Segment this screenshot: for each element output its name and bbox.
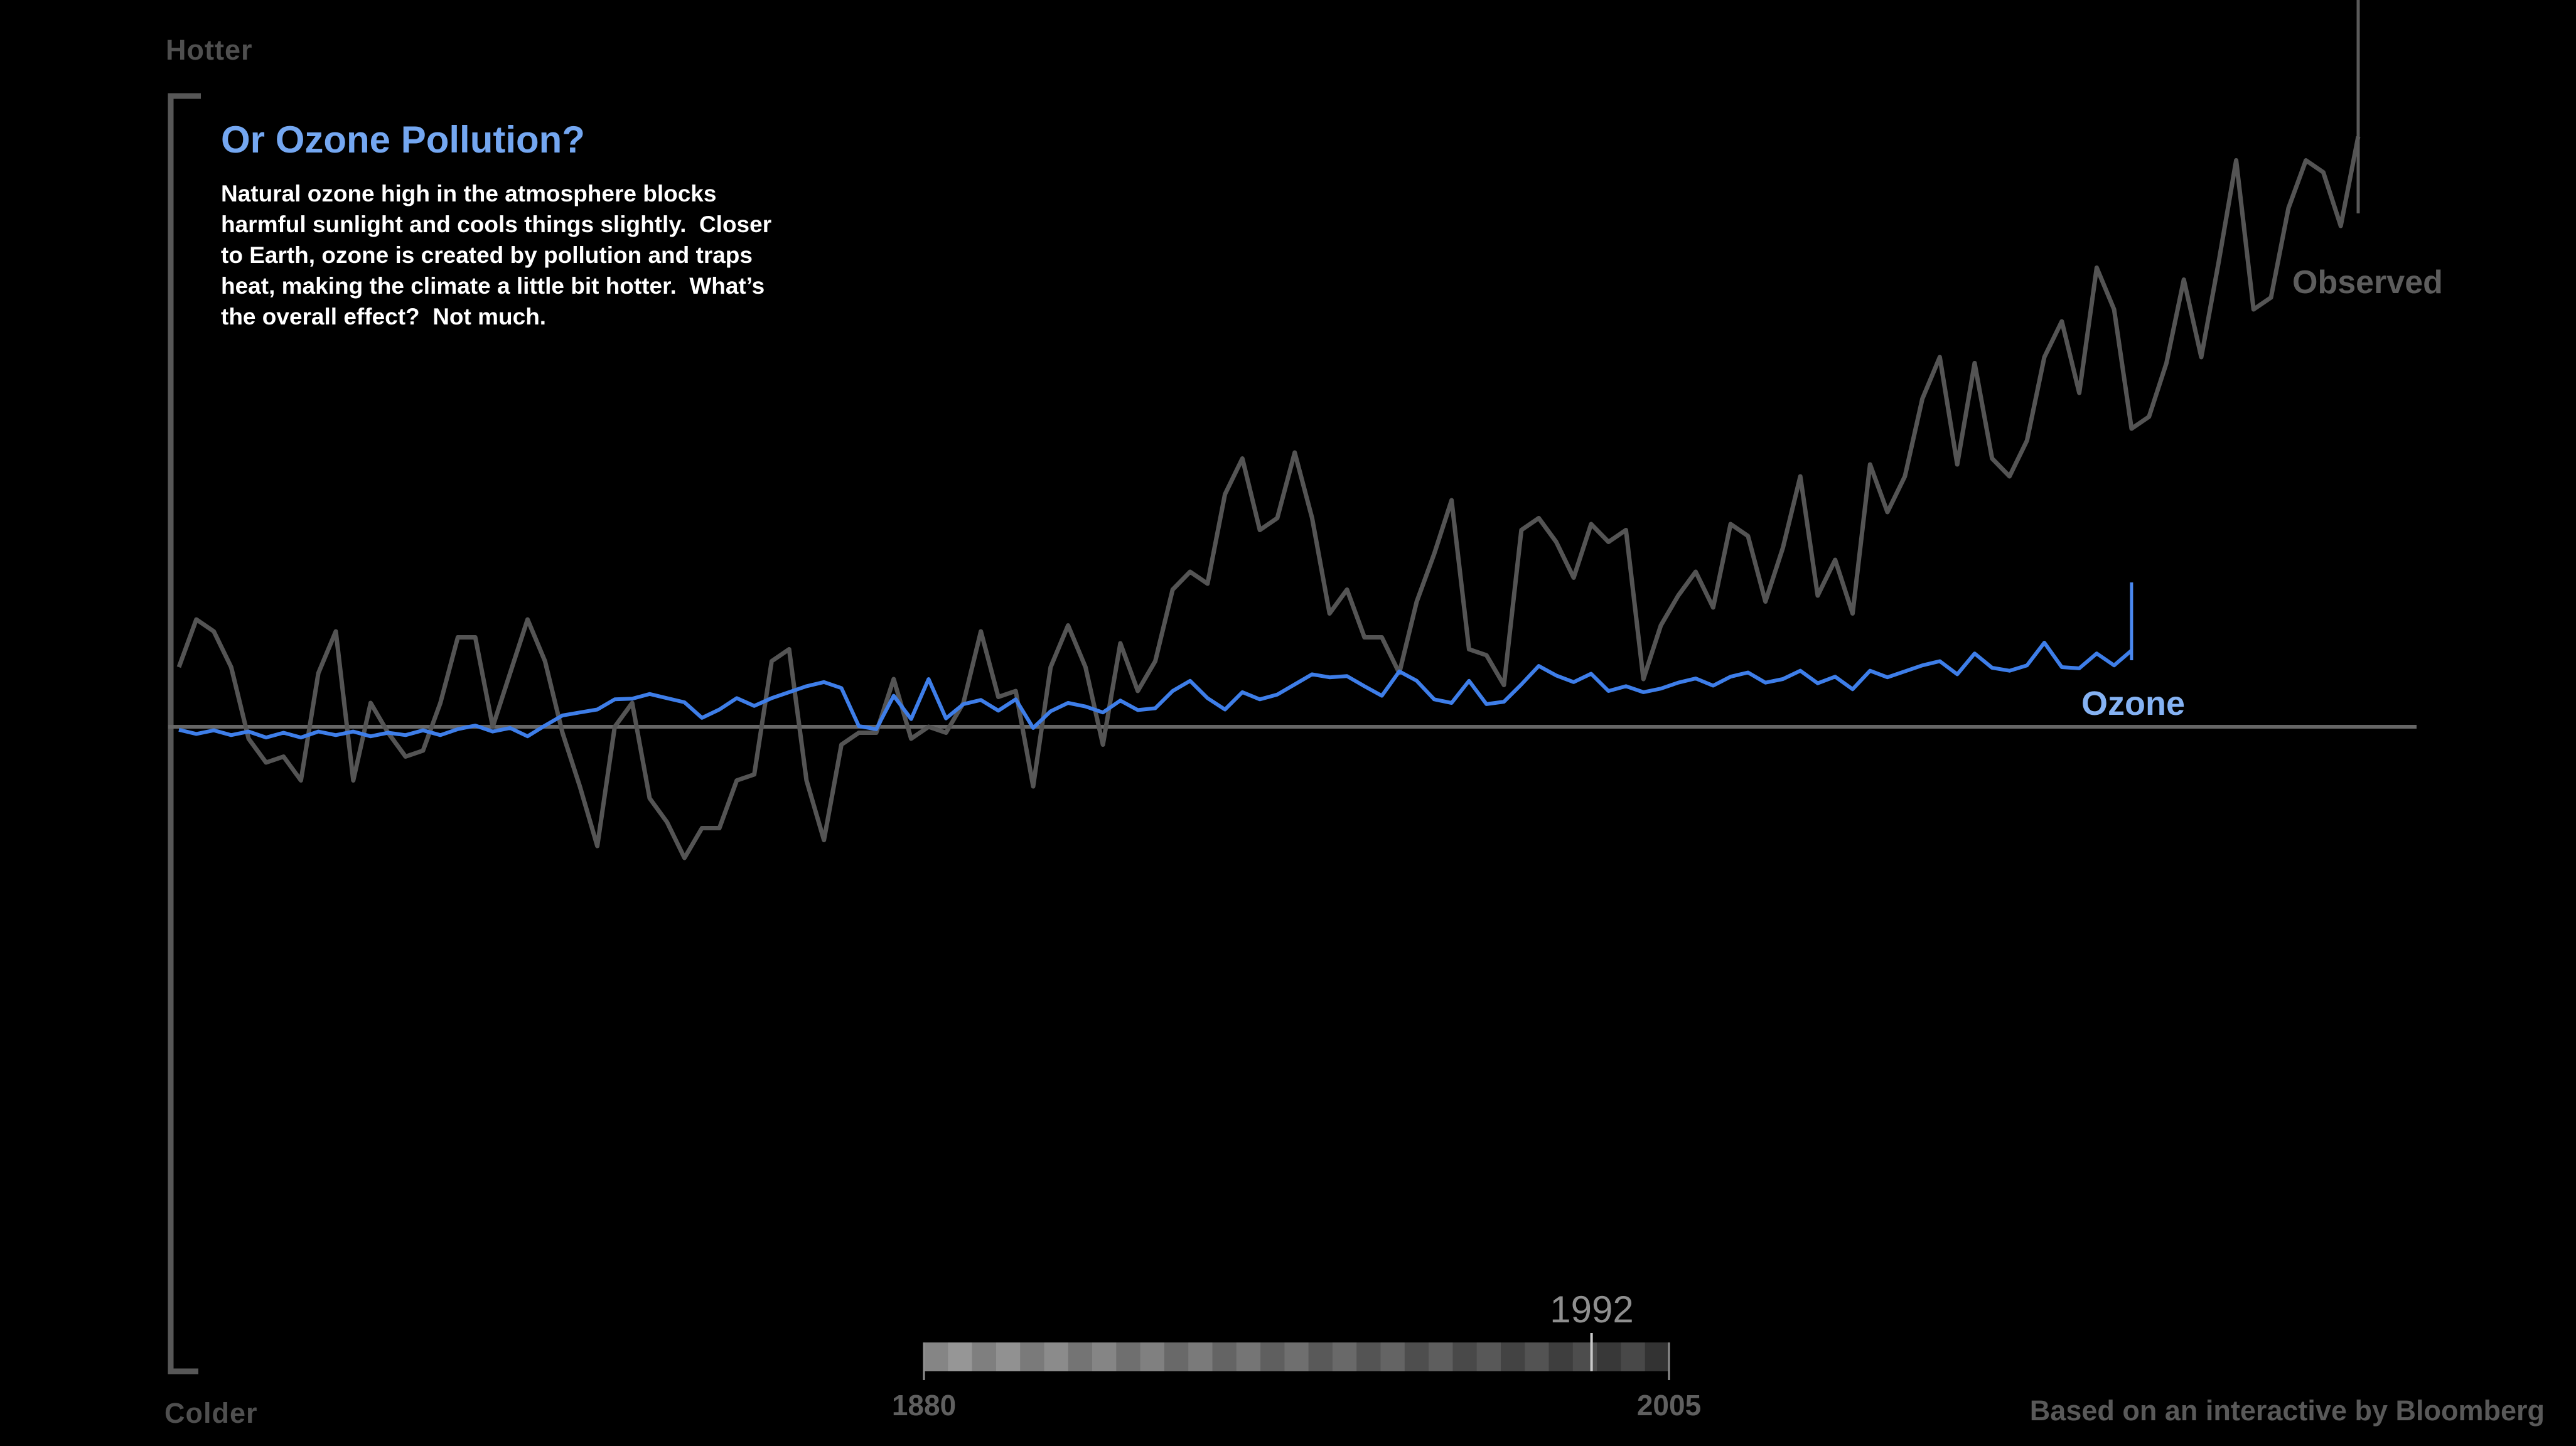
timeline-stripe[interactable] <box>1020 1342 1044 1371</box>
timeline-stripe[interactable] <box>1597 1342 1621 1371</box>
timeline-stripe[interactable] <box>1332 1342 1357 1371</box>
timeline-stripe[interactable] <box>1236 1342 1261 1371</box>
timeline-stripe[interactable] <box>1356 1342 1381 1371</box>
timeline-stripe[interactable] <box>948 1342 973 1371</box>
timeline-stripe[interactable] <box>1260 1342 1285 1371</box>
timeline-stripe[interactable] <box>1404 1342 1429 1371</box>
timeline-stripe[interactable] <box>996 1342 1021 1371</box>
timeline-stripe[interactable] <box>1140 1342 1165 1371</box>
timeline-stripe[interactable] <box>1164 1342 1189 1371</box>
ozone-factor-line <box>178 641 2133 740</box>
timeline-track[interactable] <box>924 1342 1670 1371</box>
timeline-stripe[interactable] <box>1284 1342 1309 1371</box>
attribution-credit: Based on an interactive by Bloomberg <box>2029 1395 2545 1427</box>
y-axis-bracket <box>168 93 201 1374</box>
factor-description: Natural ozone high in the atmosphere blo… <box>221 181 772 329</box>
timeline-start-year: 1880 <box>891 1389 957 1422</box>
ozone-series-label: Ozone <box>2081 685 2186 722</box>
observed-series-label: Observed <box>2292 264 2443 301</box>
timeline-stripe[interactable] <box>1501 1342 1525 1371</box>
timeline-slider[interactable] <box>923 1333 1670 1380</box>
factor-title: Or Ozone Pollution? <box>221 119 585 161</box>
timeline-stripe[interactable] <box>1621 1342 1646 1371</box>
timeline-stripe[interactable] <box>1212 1342 1237 1371</box>
timeline-stripe[interactable] <box>1188 1342 1213 1371</box>
timeline-current-year: 1992 <box>1550 1288 1634 1331</box>
timeline-stripe[interactable] <box>1068 1342 1093 1371</box>
colder-axis-label: Colder <box>164 1397 258 1429</box>
timeline-stripe[interactable] <box>1548 1342 1574 1371</box>
timeline-stripe[interactable] <box>1572 1342 1597 1371</box>
timeline-stripe[interactable] <box>1452 1342 1478 1371</box>
hotter-axis-label: Hotter <box>166 34 253 66</box>
observed-temperature-line <box>176 136 2361 860</box>
timeline-end-year: 2005 <box>1636 1389 1702 1422</box>
timeline-handle[interactable] <box>1590 1333 1593 1371</box>
timeline-stripe[interactable] <box>1429 1342 1453 1371</box>
timeline-stripe[interactable] <box>972 1342 997 1371</box>
timeline-stripe[interactable] <box>1044 1342 1069 1371</box>
timeline-stripe[interactable] <box>1116 1342 1141 1371</box>
timeline-stripe[interactable] <box>1645 1342 1670 1371</box>
timeline-stripe[interactable] <box>1308 1342 1333 1371</box>
timeline-stripe[interactable] <box>1380 1342 1405 1371</box>
timeline-stripe[interactable] <box>924 1342 948 1371</box>
timeline-stripe[interactable] <box>1525 1342 1550 1371</box>
timeline-stripe[interactable] <box>1092 1342 1117 1371</box>
timeline-stripe[interactable] <box>1476 1342 1501 1371</box>
